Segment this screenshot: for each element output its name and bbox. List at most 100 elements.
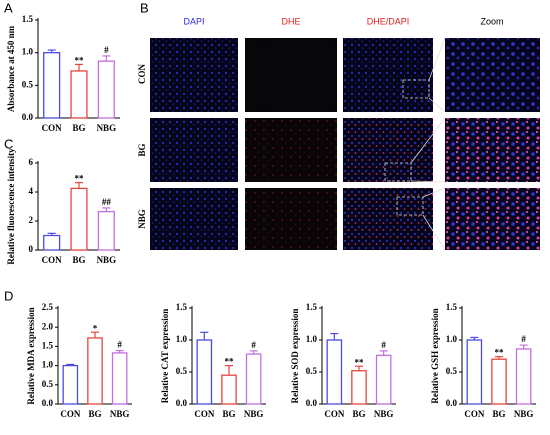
bar — [97, 60, 115, 119]
bar — [196, 339, 213, 405]
bar — [62, 364, 79, 405]
significance-mark: ** — [495, 348, 505, 358]
bar — [70, 70, 88, 119]
zoom-line — [410, 180, 446, 183]
zoom-line — [422, 214, 446, 251]
y-axis-label: Relative MDA expression — [26, 307, 36, 404]
bar — [43, 52, 61, 119]
micrographs — [150, 37, 540, 251]
panel-label: A — [4, 0, 13, 15]
row-label: CON — [137, 64, 147, 85]
y-tick-label: 0 — [29, 244, 34, 254]
y-tick-label: 0.0 — [446, 398, 458, 408]
x-tick-label: NBG — [514, 409, 534, 419]
image — [445, 38, 540, 112]
y-tick-label: 4 — [29, 186, 34, 196]
significance-mark: ## — [102, 197, 112, 207]
zoom-line — [422, 187, 446, 198]
bar — [70, 187, 88, 251]
bar — [245, 353, 262, 405]
row-label: BG — [137, 143, 147, 156]
image — [150, 38, 238, 112]
y-tick-label: 1.5 — [446, 302, 458, 312]
y-tick-label: 1.5 — [306, 302, 318, 312]
x-tick-label: CON — [42, 123, 63, 133]
y-axis-label: Relative fluorescence intensity — [6, 148, 16, 265]
x-tick-label: CON — [324, 409, 345, 419]
y-tick-label: 2.5 — [42, 302, 54, 312]
significance-mark: # — [251, 340, 256, 350]
zoom-box — [402, 79, 430, 99]
column-header: Zoom — [480, 16, 503, 26]
x-tick-label: NBG — [110, 409, 130, 419]
y-axis-label: Relative GSH expression — [430, 308, 440, 403]
x-tick-label: CON — [194, 409, 215, 419]
x-tick-label: BG — [72, 123, 85, 133]
y-tick-label: 0.5 — [42, 379, 54, 389]
image — [150, 188, 238, 250]
image — [245, 188, 337, 250]
y-tick-label: 1.0 — [176, 334, 188, 344]
zoom-line — [428, 37, 446, 81]
bar — [491, 358, 507, 405]
bar — [221, 374, 237, 405]
y-tick-label: 6 — [29, 157, 34, 167]
y-axis-label: Relative CAT expression — [160, 309, 170, 404]
bar — [515, 348, 532, 405]
y-tick-label: 0.0 — [176, 398, 188, 408]
significance-mark: ** — [355, 357, 365, 367]
zoom-box — [396, 196, 424, 216]
x-tick-label: CON — [464, 409, 485, 419]
image — [343, 38, 433, 112]
y-tick-label: 2.0 — [42, 321, 54, 331]
x-tick-label: CON — [60, 409, 81, 419]
y-tick-label: 1.5 — [22, 14, 34, 24]
image — [150, 118, 238, 182]
x-tick-label: CON — [42, 255, 63, 265]
y-tick-label: 1.5 — [176, 302, 188, 312]
image — [445, 118, 540, 182]
bar — [326, 339, 343, 405]
column-header: DHE — [281, 16, 300, 26]
y-tick-label: 0.5 — [446, 366, 458, 376]
y-tick-label: 0.5 — [176, 366, 188, 376]
significance-mark: ** — [75, 55, 85, 65]
y-tick-label: 1.0 — [306, 334, 318, 344]
column-header: DAPI — [183, 16, 204, 26]
x-tick-label: BG — [88, 409, 101, 419]
x-tick-label: NBG — [97, 123, 117, 133]
significance-mark: ** — [225, 357, 235, 367]
bar — [43, 234, 61, 251]
row-label: NBG — [137, 209, 147, 229]
x-tick-label: NBG — [374, 409, 394, 419]
panel-label: C — [4, 136, 13, 151]
significance-mark: # — [381, 340, 386, 350]
zoom-line — [410, 117, 446, 164]
bar — [375, 354, 392, 405]
y-tick-label: 0.5 — [22, 79, 34, 89]
zoom-line — [428, 97, 446, 113]
y-axis-label: Absorbance at 450 nm — [6, 25, 16, 112]
zoom-box — [384, 162, 412, 182]
bar — [97, 210, 115, 251]
significance-mark: # — [521, 334, 526, 344]
x-tick-label: BG — [492, 409, 505, 419]
image — [245, 38, 337, 112]
y-tick-label: 2 — [29, 215, 34, 225]
x-tick-label: BG — [222, 409, 235, 419]
bar — [466, 339, 483, 405]
panel-label: B — [140, 0, 149, 15]
significance-mark: * — [93, 323, 98, 333]
significance-mark: # — [104, 45, 109, 55]
y-tick-label: 1.0 — [22, 47, 34, 57]
bar — [87, 337, 103, 405]
bar — [111, 352, 128, 405]
y-tick-label: 0.5 — [306, 366, 318, 376]
panel-label: D — [4, 288, 13, 303]
image — [343, 118, 433, 182]
image — [343, 188, 433, 250]
image — [445, 188, 540, 250]
y-tick-label: 0.0 — [22, 112, 34, 122]
significance-mark: # — [117, 340, 122, 350]
